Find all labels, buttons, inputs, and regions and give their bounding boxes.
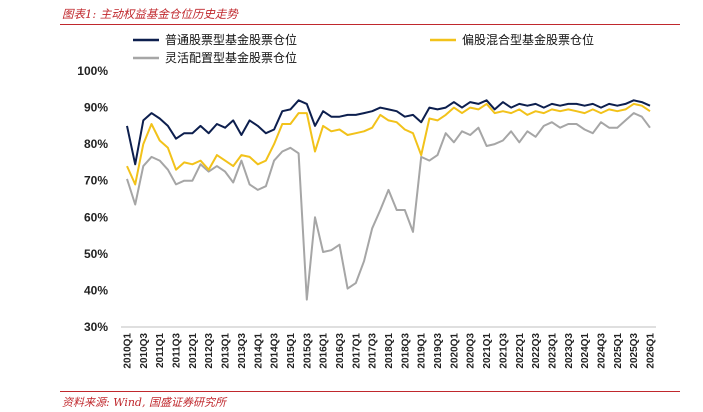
y-tick-label: 40% [84, 283, 108, 297]
x-tick-label: 2017Q1 [351, 333, 362, 369]
x-tick-label: 2012Q1 [188, 333, 199, 369]
y-tick-label: 70% [84, 174, 108, 188]
y-tick-label: 60% [84, 210, 108, 224]
x-tick-label: 2022Q1 [515, 333, 526, 369]
y-tick-label: 80% [84, 137, 108, 151]
x-tick-label: 2016Q3 [335, 333, 346, 369]
y-tick-label: 50% [84, 247, 108, 261]
x-tick-label: 2025Q3 [629, 333, 640, 369]
y-axis-ticks: 100% 90% 80% 70% 60% 50% 40% 30% [77, 64, 108, 334]
legend-label: 偏股混合型基金股票仓位 [462, 32, 594, 47]
x-tick-label: 2017Q3 [368, 333, 379, 369]
x-tick-label: 2023Q1 [547, 333, 558, 369]
source-rule [60, 391, 680, 392]
x-tick-label: 2015Q3 [302, 333, 313, 369]
x-tick-label: 2012Q3 [204, 333, 215, 369]
x-tick-label: 2013Q3 [237, 333, 248, 369]
x-tick-label: 2019Q3 [433, 333, 444, 369]
figure-label: 图表1: 主动权益基金仓位历史走势 [62, 7, 238, 21]
series-line-1 [126, 102, 651, 186]
x-tick-label: 2022Q3 [531, 333, 542, 369]
title-rule [60, 24, 680, 25]
x-tick-label: 2025Q1 [613, 333, 624, 369]
x-tick-label: 2015Q1 [286, 333, 297, 369]
x-tick-label: 2023Q3 [564, 333, 575, 369]
series-lines [126, 99, 651, 301]
y-tick-label: 30% [84, 320, 108, 334]
x-tick-label: 2020Q3 [466, 333, 477, 369]
x-tick-label: 2018Q1 [384, 333, 395, 369]
x-tick-label: 2018Q3 [400, 333, 411, 369]
x-tick-label: 2011Q1 [155, 333, 166, 368]
x-tick-label: 2019Q1 [417, 333, 428, 369]
y-tick-label: 100% [77, 64, 108, 78]
legend-label: 普通股票型基金股票仓位 [165, 32, 297, 47]
x-tick-label: 2010Q1 [123, 333, 134, 369]
x-tick-label: 2024Q3 [596, 333, 607, 369]
x-tick-label: 2021Q1 [482, 333, 493, 369]
x-tick-label: 2014Q3 [270, 333, 281, 369]
x-tick-label: 2011Q3 [172, 333, 183, 368]
x-tick-label: 2013Q1 [221, 333, 232, 369]
source-note: 资料来源: Wind, 国盛证券研究所 [62, 396, 226, 409]
y-tick-label: 90% [84, 101, 108, 115]
x-tick-label: 2016Q1 [319, 333, 330, 369]
series-line-2 [126, 112, 651, 301]
legend-label: 灵活配置型基金股票仓位 [165, 50, 297, 65]
x-tick-label: 2021Q3 [498, 333, 509, 369]
x-tick-label: 2010Q3 [139, 333, 150, 369]
x-tick-label: 2024Q1 [580, 333, 591, 369]
series-line-0 [126, 99, 651, 166]
x-tick-label: 2026Q1 [646, 333, 657, 369]
x-tick-label: 2020Q1 [449, 333, 460, 369]
x-tick-label: 2014Q1 [253, 333, 264, 369]
x-axis-ticks: 2010Q1 2010Q3 2011Q1 2011Q3 2012Q1 2012Q3 2013… [123, 333, 657, 369]
